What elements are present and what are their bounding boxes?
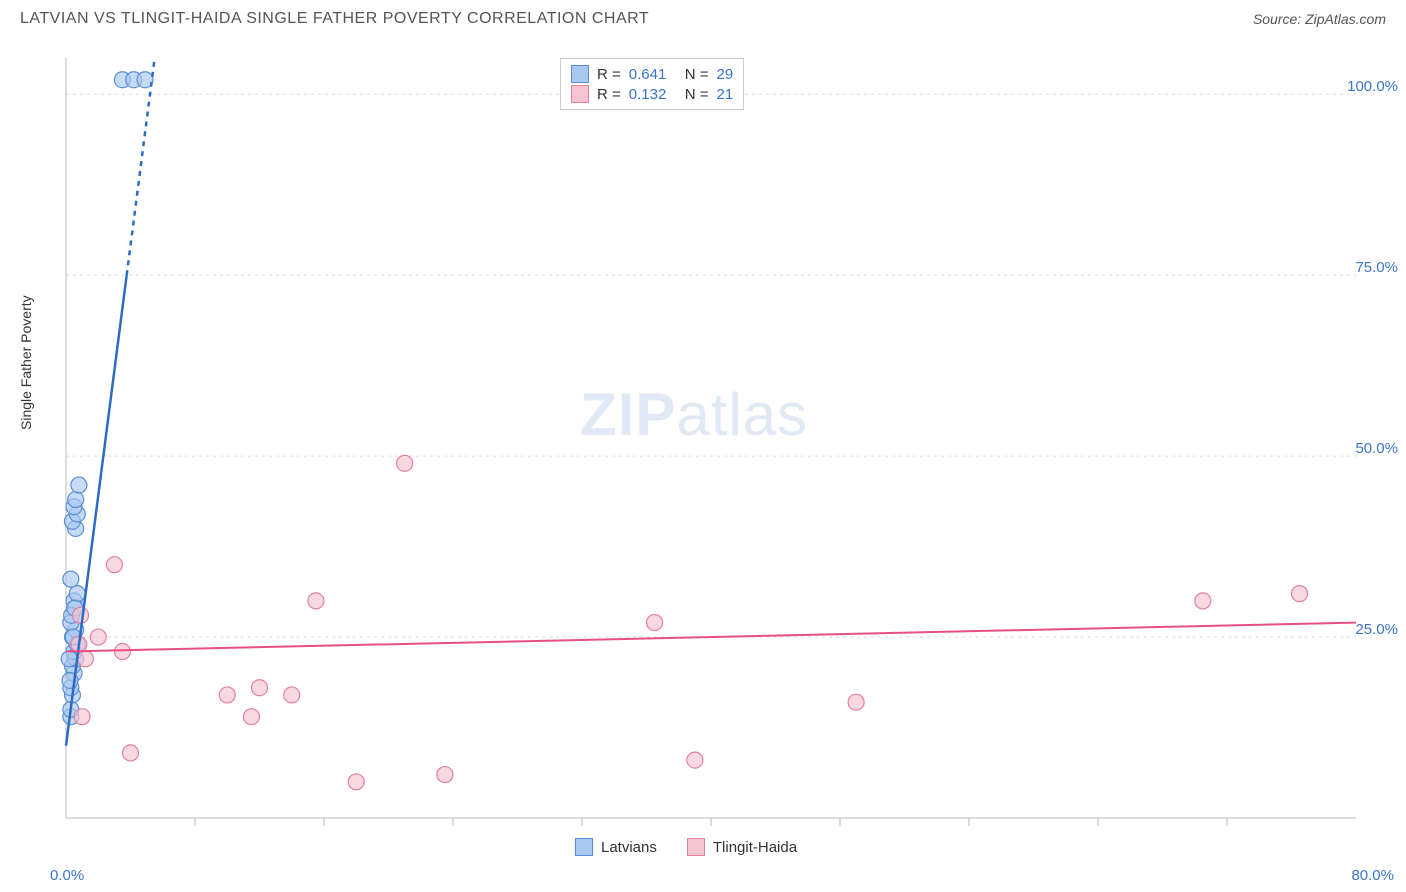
- legend-item-latvians: Latvians: [575, 838, 657, 856]
- chart-plot-area: [48, 48, 1368, 838]
- x-tick-80: 80.0%: [1351, 867, 1394, 884]
- series-legend: Latvians Tlingit-Haida: [575, 838, 797, 856]
- scatter-svg: [48, 48, 1368, 838]
- legend-swatch-latvians-b: [575, 838, 593, 856]
- legend-swatch-latvians: [571, 65, 589, 83]
- y-axis-label: Single Father Poverty: [18, 295, 34, 430]
- x-tick-0: 0.0%: [50, 867, 84, 884]
- y-tick-25: 25.0%: [1355, 621, 1398, 638]
- legend-label: Tlingit-Haida: [713, 839, 797, 856]
- n-label: N =: [685, 66, 709, 83]
- legend-row-tlingit: R = 0.132 N = 21: [571, 85, 733, 103]
- legend-label: Latvians: [601, 839, 657, 856]
- r-label: R =: [597, 66, 621, 83]
- legend-item-tlingit: Tlingit-Haida: [687, 838, 797, 856]
- r-label: R =: [597, 86, 621, 103]
- correlation-legend: R = 0.641 N = 29 R = 0.132 N = 21: [560, 58, 744, 110]
- n-label: N =: [685, 86, 709, 103]
- legend-swatch-tlingit: [571, 85, 589, 103]
- r-value: 0.132: [629, 86, 677, 103]
- chart-title: LATVIAN VS TLINGIT-HAIDA SINGLE FATHER P…: [20, 10, 649, 28]
- chart-header: LATVIAN VS TLINGIT-HAIDA SINGLE FATHER P…: [0, 0, 1406, 28]
- legend-swatch-tlingit-b: [687, 838, 705, 856]
- r-value: 0.641: [629, 66, 677, 83]
- chart-source: Source: ZipAtlas.com: [1253, 11, 1386, 27]
- n-value: 29: [717, 66, 734, 83]
- legend-row-latvians: R = 0.641 N = 29: [571, 65, 733, 83]
- y-tick-50: 50.0%: [1355, 440, 1398, 457]
- n-value: 21: [717, 86, 734, 103]
- y-tick-100: 100.0%: [1347, 78, 1398, 95]
- y-tick-75: 75.0%: [1355, 259, 1398, 276]
